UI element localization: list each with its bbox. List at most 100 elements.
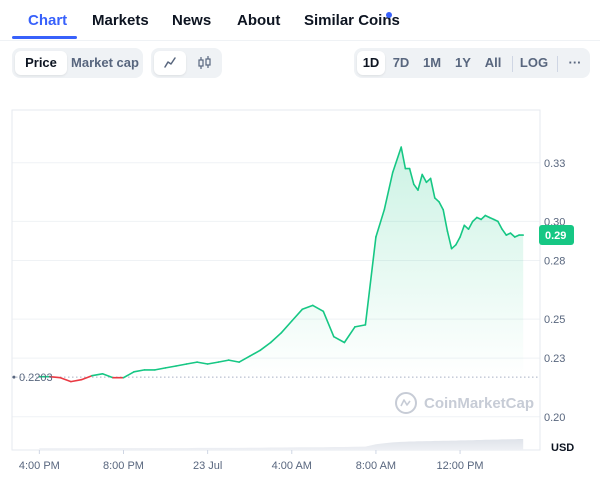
chart-view-toggle [151, 48, 222, 78]
price-line-segment [354, 324, 367, 328]
price-line-segment [301, 304, 314, 311]
price-line-segment [91, 372, 104, 377]
price-line-segment [49, 375, 62, 379]
x-tick-label: 4:00 PM [19, 460, 60, 472]
price-line-segment [383, 171, 394, 211]
price-line-segment [332, 335, 346, 344]
tab-markets[interactable]: Markets [92, 12, 149, 29]
x-tick-label: 12:00 PM [437, 460, 484, 472]
price-line-segment [185, 361, 198, 365]
price-line-segment [497, 220, 503, 230]
active-tab-indicator [12, 36, 77, 39]
price-line-segment [70, 378, 83, 383]
watermark: CoinMarketCap [395, 392, 534, 414]
new-indicator-dot [386, 12, 392, 18]
current-price-value: 0.29 [545, 230, 566, 242]
price-line-segment [391, 146, 403, 174]
range-1y-button[interactable]: 1Y [455, 55, 471, 70]
price-line-segment [417, 173, 424, 191]
price-line-segment [269, 332, 283, 344]
price-line-segment [467, 220, 474, 230]
tab-chart[interactable]: Chart [28, 12, 68, 29]
price-line-segment [364, 236, 377, 326]
volume-area [39, 439, 524, 450]
price-line-segment [217, 359, 230, 363]
price-line-segment [80, 374, 93, 381]
more-divider [557, 56, 558, 72]
price-line-segment [480, 214, 487, 221]
range-all-button[interactable]: All [484, 55, 502, 70]
price-line-segment [400, 146, 407, 170]
price-line-segment [101, 372, 114, 379]
price-area-fill [39, 147, 524, 378]
more-options-button[interactable]: ··· [568, 55, 582, 70]
currency-label: USD [551, 442, 574, 454]
line-chart-icon [164, 57, 176, 68]
open-price-value: 0.2203 [19, 372, 53, 384]
price-line-segment [122, 370, 135, 379]
x-tick-label: 8:00 PM [103, 460, 144, 472]
current-price-badge: 0.29 [539, 225, 574, 246]
y-tick-label: 0.23 [544, 353, 565, 365]
price-line-segment [425, 177, 432, 184]
open-price-marker [12, 375, 16, 379]
coinmarketcap-logo-icon [395, 392, 417, 414]
price-line-segment [421, 173, 428, 184]
current-price-badge-bg [539, 225, 574, 246]
price-line-segment [164, 365, 177, 369]
price-line-segment [442, 208, 449, 232]
x-tick-label: 23 Jul [193, 460, 222, 472]
price-line-segment [248, 349, 262, 358]
tab-bar: Chart Markets News About Similar Coins [0, 0, 600, 41]
price-line-segment [290, 308, 304, 322]
price-line-segment [259, 341, 272, 352]
price-line-segment [59, 376, 72, 383]
tab-about[interactable]: About [237, 12, 281, 29]
price-line-segment [154, 367, 167, 371]
log-scale-button[interactable]: LOG [519, 55, 549, 70]
y-tick-label: 0.28 [544, 255, 565, 267]
price-line-segment [450, 244, 457, 250]
y-tick-label: 0.25 [544, 314, 565, 326]
range-1m-button[interactable]: 1M [422, 55, 442, 70]
price-toggle-button[interactable]: Price [15, 51, 67, 75]
x-tick-label: 4:00 AM [272, 460, 312, 472]
price-line-segment [227, 359, 240, 363]
price-line-segment [280, 320, 293, 334]
price-line-segment [438, 201, 445, 211]
price-chart[interactable]: CoinMarketCap 0.2203 0.330.300.280.250.2… [0, 90, 600, 490]
price-line-segment [196, 361, 209, 365]
y-axis: 0.330.300.280.250.230.20 [544, 158, 565, 424]
price-line-segment [238, 355, 251, 363]
price-line-segment [408, 167, 415, 186]
price-line-segment [501, 228, 508, 236]
price-line-segment [412, 183, 419, 191]
candlestick-icon [198, 56, 211, 69]
price-line-segment [133, 369, 146, 373]
price-line-segment [429, 177, 436, 199]
price-line-segment [463, 224, 470, 230]
price-line-segment [459, 224, 466, 238]
price-line-segment [509, 232, 516, 238]
price-line [38, 146, 525, 383]
tab-news[interactable]: News [172, 12, 212, 29]
range-7d-button[interactable]: 7D [392, 55, 410, 70]
y-tick-label: 0.33 [544, 158, 565, 170]
price-line-segment [433, 197, 440, 203]
line-chart-button[interactable] [154, 51, 186, 75]
tab-similar-coins[interactable]: Similar Coins [304, 12, 400, 29]
market-cap-toggle-button[interactable]: Market cap [71, 55, 139, 70]
range-divider [512, 56, 513, 72]
price-line-segment [175, 363, 188, 367]
price-line-segment [322, 310, 335, 338]
price-line-segment [343, 326, 356, 344]
watermark-text: CoinMarketCap [424, 395, 534, 412]
x-tick-label: 8:00 AM [356, 460, 396, 472]
price-line-segment [446, 230, 453, 250]
range-1d-button[interactable]: 1D [357, 51, 385, 75]
price-line-segment [206, 361, 219, 365]
price-line-segment [375, 208, 386, 238]
candlestick-chart-button[interactable] [188, 51, 220, 75]
price-line-segment [471, 216, 478, 223]
price-line-segment [455, 236, 461, 246]
